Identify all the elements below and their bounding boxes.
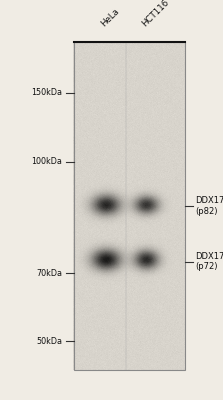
Text: HeLa: HeLa: [99, 6, 121, 28]
Bar: [74, 42, 185, 370]
Text: DDX17
(p82): DDX17 (p82): [195, 196, 223, 216]
Text: DDX17
(p72): DDX17 (p72): [195, 252, 223, 272]
Text: 70kDa: 70kDa: [36, 269, 62, 278]
Text: HCT116: HCT116: [140, 0, 170, 28]
Text: 50kDa: 50kDa: [36, 337, 62, 346]
Text: 150kDa: 150kDa: [31, 88, 62, 97]
Bar: [74, 42, 185, 370]
Text: 100kDa: 100kDa: [32, 157, 62, 166]
